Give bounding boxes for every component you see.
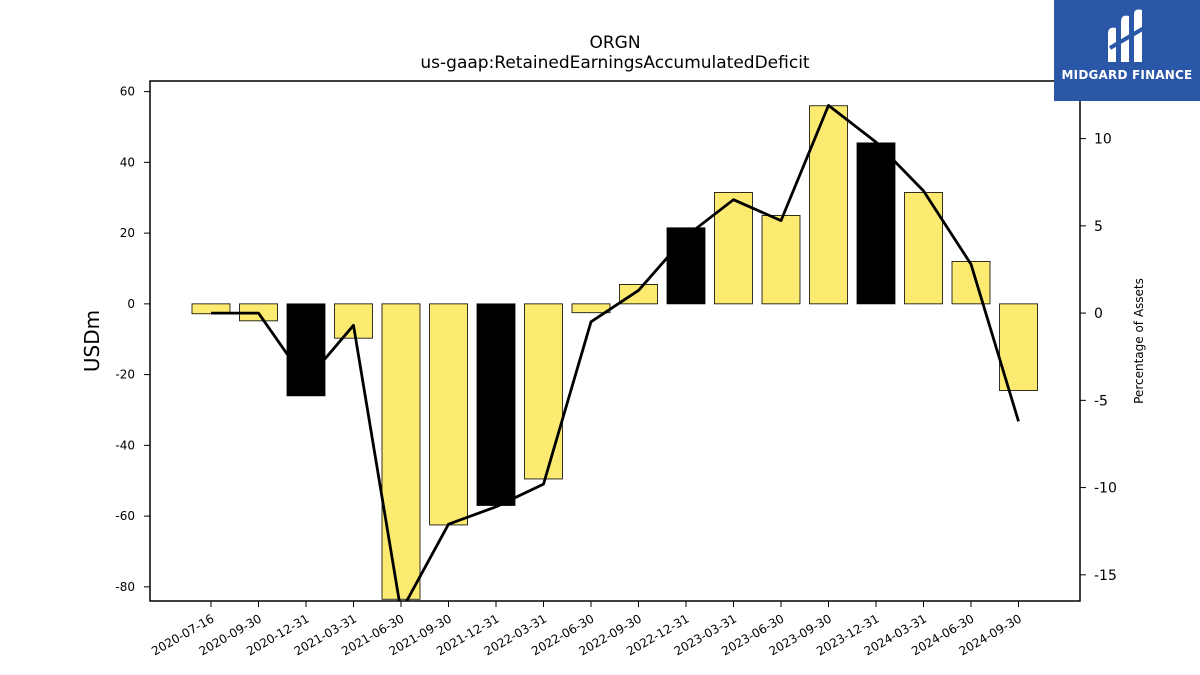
- y-axis-left: -80 -60 -40 -20 0 20 40 60: [115, 85, 150, 594]
- y2-tick-label: -15: [1094, 568, 1117, 584]
- bar: [476, 303, 516, 506]
- bar: [381, 303, 421, 600]
- chart-title: ORGN: [589, 33, 640, 53]
- y-tick-label: -60: [115, 509, 135, 523]
- bar: [761, 215, 801, 305]
- brand-name: MIDGARD FINANCE: [1061, 68, 1193, 82]
- y2-tick-label: -5: [1094, 393, 1108, 409]
- bar: [666, 227, 706, 305]
- y-tick-label: -80: [115, 580, 135, 594]
- y-axis-right: -15 -10 -5 0 5 10: [1080, 132, 1117, 584]
- bar: [619, 284, 658, 305]
- bar: [524, 303, 563, 480]
- chart-subtitle: us-gaap:RetainedEarningsAccumulatedDefic…: [420, 53, 810, 73]
- y2-tick-label: 0: [1094, 306, 1103, 322]
- y2-tick-label: -10: [1094, 481, 1117, 497]
- y-tick-label: -20: [115, 368, 135, 382]
- bars-layer: [191, 105, 1038, 600]
- plot-frame: [149, 80, 1081, 602]
- y2-tick-label: 10: [1094, 132, 1112, 148]
- y-tick-label: 0: [127, 297, 135, 311]
- midgard-logo-icon: [1108, 9, 1146, 63]
- bar: [856, 142, 896, 305]
- y2-axis-label: Percentage of Assets: [1132, 278, 1146, 404]
- y-axis-label: USDm: [80, 310, 104, 372]
- y2-tick-label: 5: [1094, 219, 1103, 235]
- line-layer: [211, 104, 1020, 601]
- brand-logo: MIDGARD FINANCE: [1054, 0, 1200, 101]
- bar: [429, 303, 468, 526]
- y-tick-label: 60: [120, 85, 135, 99]
- x-axis: 2020-07-162020-09-302020-12-312021-03-31…: [149, 601, 1024, 658]
- y-tick-label: -40: [115, 438, 135, 452]
- y-tick-label: 40: [120, 155, 135, 169]
- series-line: [211, 104, 1020, 601]
- y-tick-label: 20: [120, 226, 135, 240]
